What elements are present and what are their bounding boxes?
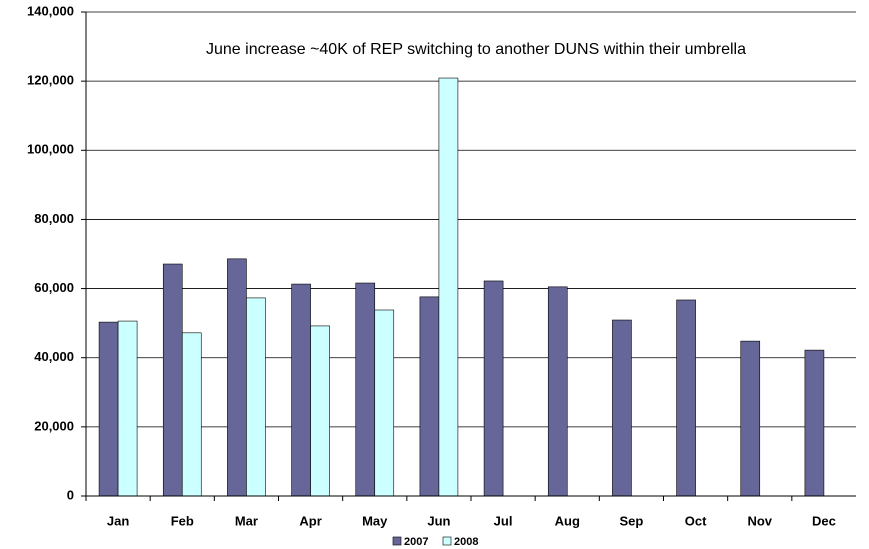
y-tick-label: 0 xyxy=(67,487,74,502)
y-tick-label: 100,000 xyxy=(27,142,74,157)
x-tick-label: Nov xyxy=(747,513,772,528)
x-tick-label: Apr xyxy=(299,513,321,528)
bar xyxy=(291,283,311,497)
x-tick-label: Jan xyxy=(107,513,129,528)
y-tick-label: 140,000 xyxy=(27,3,74,18)
bar xyxy=(162,263,183,497)
bar xyxy=(438,77,459,497)
bar xyxy=(98,321,119,497)
legend-label: 2008 xyxy=(454,536,478,548)
x-tick-label: Jul xyxy=(494,513,513,528)
legend-swatch xyxy=(392,536,402,546)
bar xyxy=(227,258,247,497)
bar xyxy=(117,320,138,497)
bar xyxy=(547,286,568,497)
annotation: June increase ~40K of REP switching to a… xyxy=(206,41,746,58)
y-tick-label: 40,000 xyxy=(34,349,74,364)
bar xyxy=(483,280,504,497)
bar xyxy=(374,309,395,497)
y-tick-label: 20,000 xyxy=(34,418,74,433)
bar xyxy=(612,319,632,497)
bar xyxy=(676,299,696,497)
legend-label: 2007 xyxy=(404,536,428,548)
x-tick-label: Sep xyxy=(619,513,643,528)
x-tick-label: May xyxy=(362,513,388,528)
y-tick-label: 120,000 xyxy=(27,73,74,88)
x-tick-label: Feb xyxy=(171,513,194,528)
bar xyxy=(740,340,761,497)
x-tick-label: Aug xyxy=(555,513,580,528)
legend-swatch xyxy=(442,536,452,546)
bar xyxy=(181,332,202,497)
bar xyxy=(419,296,440,497)
bar xyxy=(804,349,825,497)
bar xyxy=(355,282,376,497)
x-tick-label: Mar xyxy=(235,513,258,528)
y-tick-label: 80,000 xyxy=(34,211,74,226)
x-tick-label: Dec xyxy=(812,513,836,528)
x-tick-label: Jun xyxy=(427,513,450,528)
x-tick-label: Oct xyxy=(685,513,707,528)
bar xyxy=(310,325,330,497)
bar xyxy=(246,297,266,497)
y-tick-label: 60,000 xyxy=(34,280,74,295)
